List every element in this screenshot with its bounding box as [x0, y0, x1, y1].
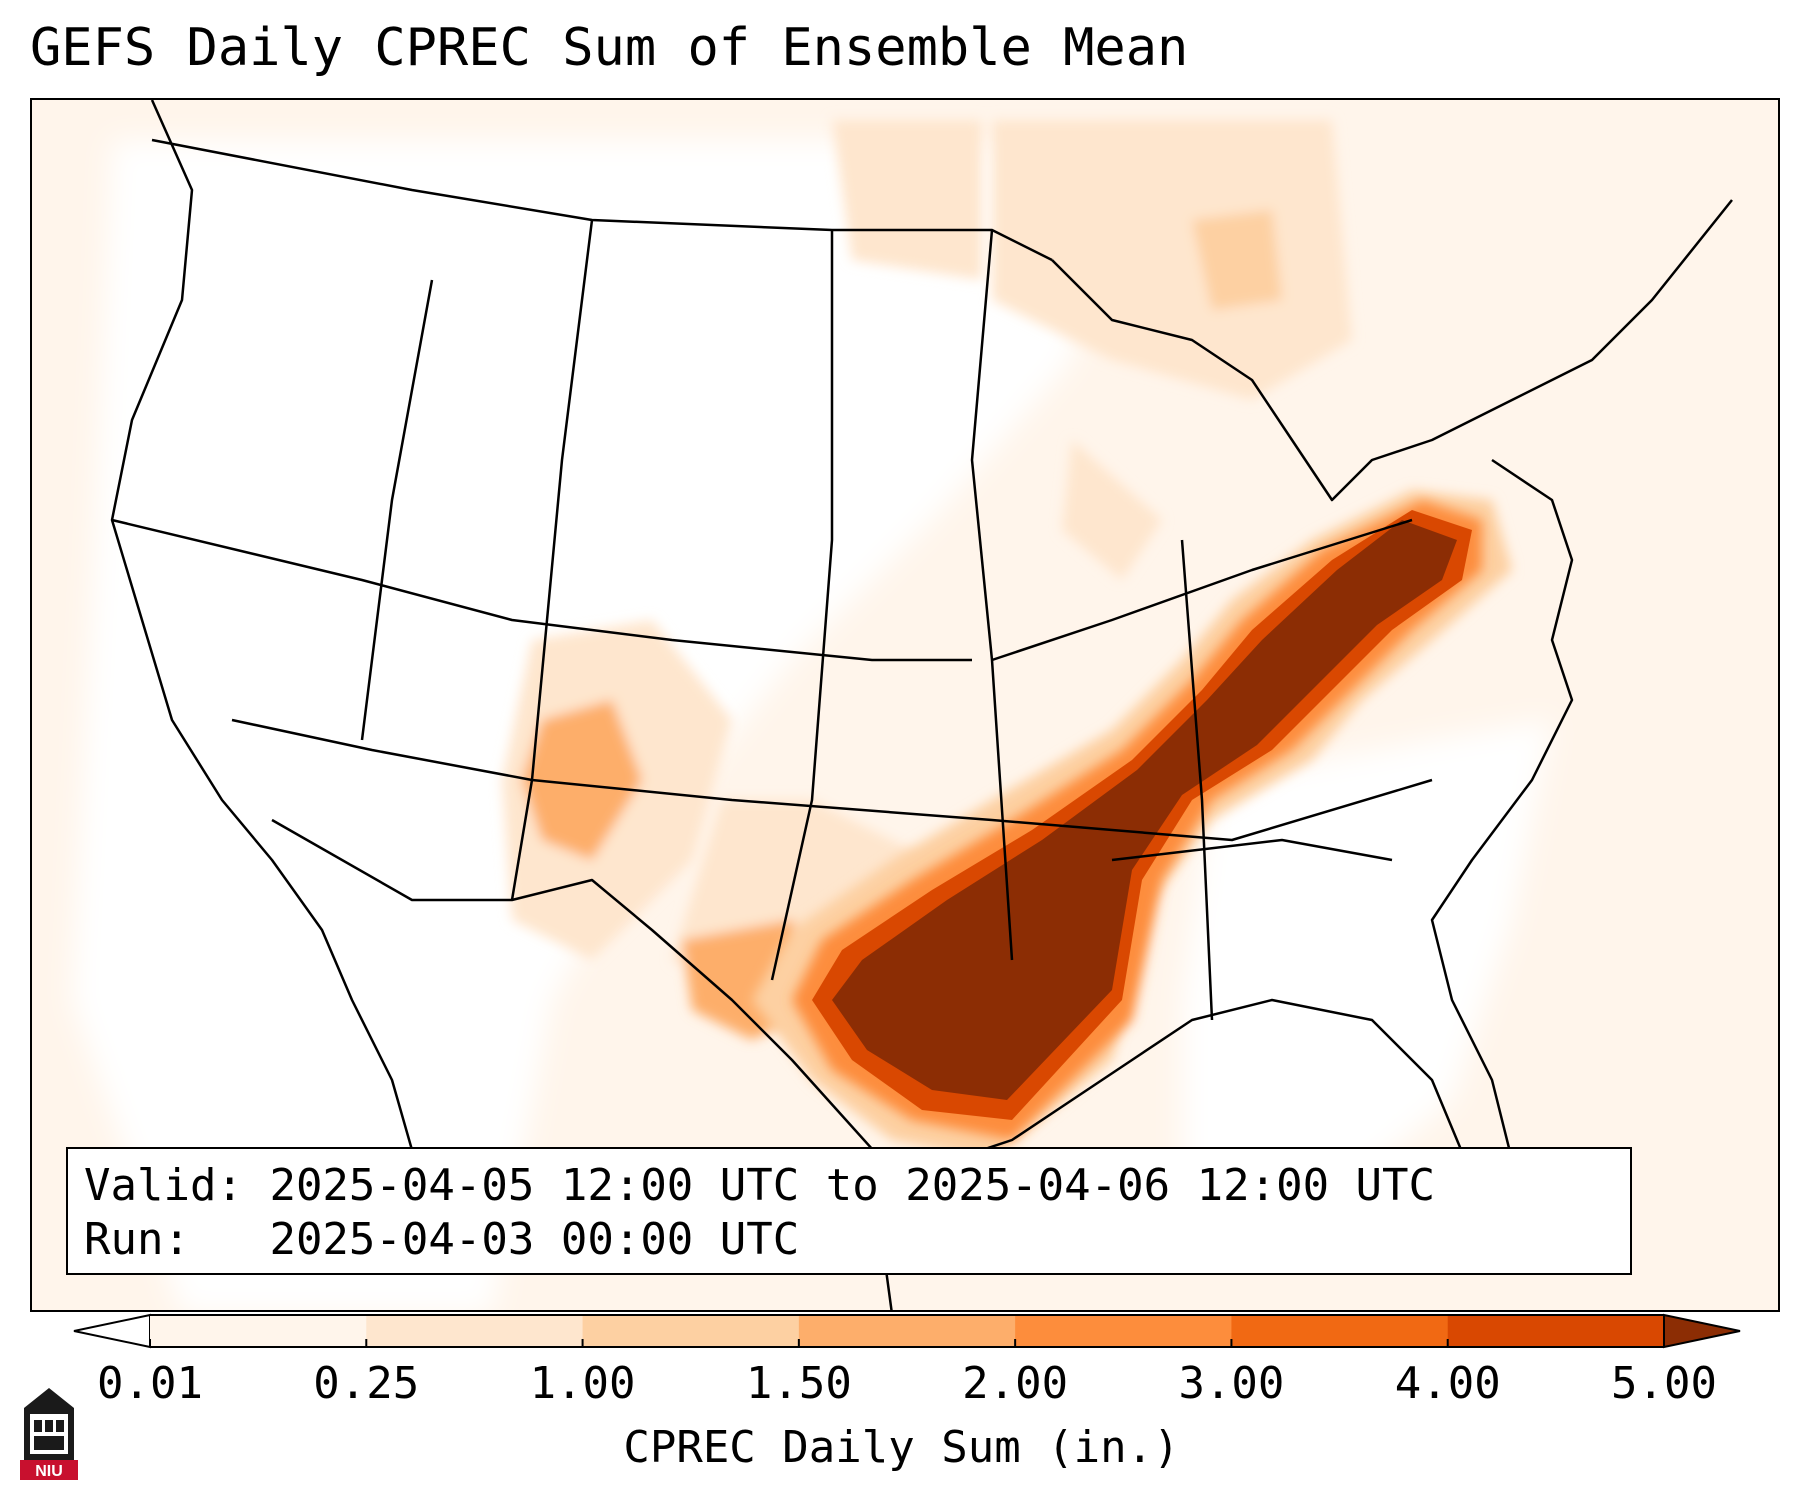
colorbar-tick-label: 0.25 — [313, 1358, 420, 1409]
run-label: Run: — [84, 1214, 190, 1265]
valid-label: Valid: — [84, 1160, 243, 1211]
map-panel — [30, 98, 1780, 1312]
colorbar-tick-label: 5.00 — [1611, 1358, 1717, 1409]
colorbar-tick-label: 1.50 — [745, 1358, 852, 1409]
colorbar-segment — [1231, 1315, 1449, 1347]
colorbar-tick-label: 1.00 — [529, 1358, 636, 1409]
colorbar — [73, 1313, 1741, 1349]
valid-run-info-box: Valid: 2025-04-05 12:00 UTC to 2025-04-0… — [66, 1147, 1632, 1275]
great-lakes — [1051, 199, 1733, 502]
state-line-4 — [510, 219, 594, 901]
state-line-7 — [1180, 539, 1214, 1021]
state-line-6 — [970, 229, 1014, 961]
valid-value: 2025-04-05 12:00 UTC to 2025-04-06 12:00… — [269, 1160, 1436, 1211]
state-line-3 — [360, 279, 434, 741]
map-title: GEFS Daily CPREC Sum of Ensemble Mean — [30, 18, 1189, 78]
east-coast — [1430, 458, 1574, 1201]
colorbar-tick-label: 3.00 — [1178, 1358, 1285, 1409]
colorbar-segment — [1015, 1315, 1232, 1347]
west-coast — [110, 100, 434, 1221]
colorbar-segment — [1447, 1315, 1665, 1347]
colorbar-extend-high — [1663, 1313, 1741, 1349]
colorbar-label: CPREC Daily Sum (in.) — [623, 1422, 1180, 1473]
colorbar-tick-label: 4.00 — [1394, 1358, 1501, 1409]
colorbar-outline — [150, 1314, 1664, 1348]
colorbar-tick-label: 2.00 — [962, 1358, 1069, 1409]
colorbar-extend-low — [73, 1313, 151, 1349]
boundaries — [110, 100, 1733, 1310]
state-line-2 — [231, 718, 1433, 842]
main-precip-band — [752, 490, 1512, 1160]
colorbar-segment — [798, 1315, 1016, 1347]
state-line-5 — [770, 230, 834, 981]
state-line-9 — [991, 518, 1413, 662]
mexico-border — [271, 818, 883, 1161]
niu-logo-icon: NIU — [20, 1388, 78, 1480]
precipitation-map — [32, 100, 1778, 1310]
run-value: 2025-04-03 00:00 UTC — [269, 1214, 800, 1265]
canada-border — [151, 138, 1053, 262]
colorbar-segment — [582, 1315, 800, 1347]
logo-text: NIU — [35, 1463, 63, 1480]
state-line-1 — [111, 518, 972, 662]
colorbar-segment — [150, 1315, 367, 1347]
state-line-8 — [1111, 838, 1393, 862]
colorbar-segment — [366, 1315, 584, 1347]
colorbar-tick-label: 0.01 — [97, 1358, 203, 1409]
light-precip-areas — [502, 120, 1352, 1040]
